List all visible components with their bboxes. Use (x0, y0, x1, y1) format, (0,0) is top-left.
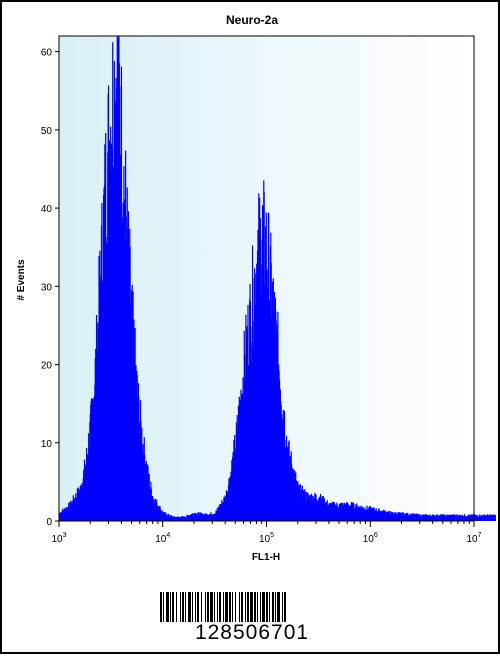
barcode-bar (235, 592, 236, 622)
barcode-bar (160, 592, 162, 622)
barcode-number: 128506701 (194, 621, 310, 644)
x-tick-label: 103 (51, 532, 66, 545)
barcode-bar (172, 592, 174, 622)
barcode-bar (284, 592, 286, 622)
barcode-bar (188, 592, 191, 622)
barcode-bar (214, 592, 215, 622)
barcode-bar (247, 592, 249, 622)
barcode-bar (262, 592, 265, 622)
y-tick-label: 60 (41, 48, 53, 59)
axes: 0 10 20 30 40 50 60 103 104 105 106 107 (41, 35, 482, 545)
barcode-bar (163, 592, 164, 622)
y-tick-label: 30 (41, 282, 53, 293)
x-tick-label: 105 (259, 532, 274, 545)
barcode-bar (232, 592, 233, 622)
barcode-bar (260, 592, 261, 622)
x-tick-label: 104 (155, 532, 170, 545)
y-tick-label: 0 (46, 517, 52, 528)
barcode-bar (277, 592, 280, 622)
barcode-bar (210, 592, 213, 622)
y-tick-label: 50 (41, 126, 53, 137)
barcode-bar (205, 592, 206, 622)
barcode-bar (197, 592, 199, 622)
y-tick-label: 20 (41, 361, 53, 372)
barcode-bar (180, 592, 181, 622)
barcode-bar (266, 592, 268, 622)
barcode-bar (170, 592, 171, 622)
barcode-bar (182, 592, 184, 622)
barcode-bar (245, 592, 246, 622)
barcode-bar (282, 592, 283, 622)
barcode-bar (239, 592, 240, 622)
barcode-bar (269, 592, 270, 622)
y-tick-label: 40 (41, 204, 53, 215)
y-axis-label: # Events (16, 259, 27, 301)
barcode-bar (195, 592, 196, 622)
barcode-bar (250, 592, 253, 622)
barcode-bar (272, 592, 274, 622)
barcode-bar (241, 592, 243, 622)
barcode-bar (176, 592, 177, 622)
barcode-bar (225, 592, 228, 622)
chart-title: Neuro-2a (226, 13, 278, 27)
barcode-bar (219, 592, 221, 622)
barcode-bar (257, 592, 258, 622)
barcode-bar (254, 592, 256, 622)
x-tick-label: 107 (466, 532, 481, 545)
y-tick-label: 10 (41, 439, 53, 450)
x-axis-label: FL1-H (252, 552, 280, 563)
histogram-bars (59, 36, 496, 522)
barcode-bar (207, 592, 209, 622)
barcode-bar (201, 592, 202, 622)
barcode-bar (217, 592, 218, 622)
barcode-bar (185, 592, 186, 622)
barcode-bar (275, 592, 276, 622)
barcode-image (160, 592, 286, 622)
barcode-bar (223, 592, 224, 622)
histogram-bin (494, 514, 496, 521)
barcode-bar (166, 592, 169, 622)
x-tick-label: 106 (363, 532, 378, 545)
barcode-bar (229, 592, 231, 622)
barcode-bar (192, 592, 193, 622)
